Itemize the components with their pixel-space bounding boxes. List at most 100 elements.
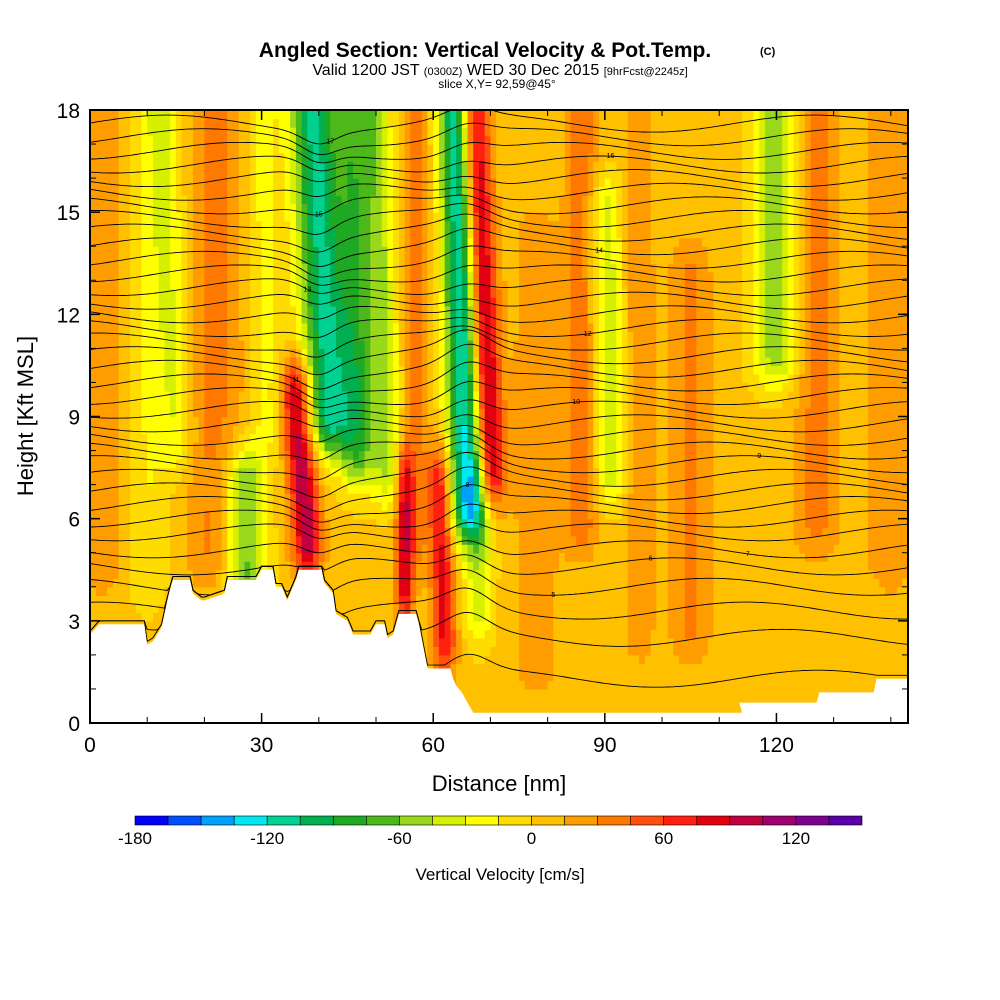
velocity-cell [421,425,429,435]
velocity-cell [158,305,165,315]
velocity-cell [433,484,440,494]
velocity-cell [112,450,120,460]
velocity-cell [381,144,389,154]
velocity-cell [124,544,131,554]
velocity-cell [393,203,400,213]
velocity-cell [273,186,280,196]
velocity-cell [124,356,131,367]
velocity-cell [187,527,194,537]
velocity-cell [198,518,206,528]
velocity-cell [353,280,360,290]
velocity-cell [244,390,251,401]
velocity-cell [353,493,360,503]
velocity-cell [198,433,206,443]
velocity-cell [158,586,165,596]
velocity-cell [181,161,188,171]
velocity-cell [255,459,263,469]
velocity-cell [433,373,440,384]
velocity-cell [170,356,177,367]
velocity-cell [187,135,194,145]
velocity-cell [181,501,188,511]
velocity-cell [221,450,228,460]
velocity-cell [358,118,366,128]
velocity-cell [444,195,451,205]
velocity-cell [335,442,343,452]
velocity-cell [438,195,446,205]
velocity-cell [410,416,417,426]
velocity-cell [221,561,228,571]
velocity-cell [187,229,194,239]
velocity-cell [410,561,417,571]
velocity-cell [364,407,371,418]
velocity-cell [124,450,131,460]
velocity-cell [164,110,171,120]
velocity-cell [290,144,297,154]
velocity-cell [238,263,246,273]
velocity-cell [187,569,194,579]
velocity-cell [238,195,246,205]
velocity-cell [393,220,400,230]
velocity-cell [381,425,389,435]
velocity-cell [324,578,331,588]
velocity-cell [335,161,343,171]
velocity-cell [170,501,177,511]
velocity-cell [135,203,143,213]
velocity-cell [204,169,211,179]
velocity-cell [295,442,303,452]
velocity-cell [112,535,120,545]
velocity-cell [95,110,103,120]
velocity-cell [450,348,457,358]
velocity-cell [307,356,314,367]
velocity-cell [101,373,108,384]
velocity-cell [273,373,280,384]
velocity-cell [335,331,343,341]
velocity-cell [318,152,326,162]
velocity-cell [387,288,394,298]
velocity-cell [170,127,177,137]
velocity-cell [255,484,263,494]
velocity-cell [358,535,366,545]
velocity-cell [427,280,434,290]
velocity-cell [347,459,354,469]
velocity-cell [347,569,354,579]
velocity-cell [427,620,434,630]
velocity-cell [313,459,320,469]
velocity-cell [267,442,274,452]
velocity-cell [450,186,457,196]
velocity-cell [95,603,103,613]
velocity-cell [221,407,228,418]
velocity-cell [244,297,251,307]
velocity-cell [410,365,417,375]
velocity-cell [330,161,337,171]
velocity-cell [358,144,366,154]
velocity-cell [341,254,349,264]
velocity-cell [107,212,114,222]
velocity-cell [158,322,165,332]
velocity-cell [318,161,326,171]
velocity-cell [124,382,131,392]
velocity-cell [187,390,194,401]
velocity-cell [341,127,349,137]
velocity-cell [141,152,148,162]
velocity-cell [187,118,194,128]
velocity-cell [107,518,114,528]
velocity-cell [335,212,343,222]
velocity-cell [433,280,440,290]
velocity-cell [433,501,440,511]
velocity-cell [410,263,417,273]
velocity-cell [438,399,446,409]
velocity-cell [433,603,440,613]
velocity-cell [307,484,314,494]
velocity-cell [175,297,183,307]
velocity-cell [107,314,114,324]
velocity-cell [192,561,200,571]
velocity-cell [175,356,183,367]
velocity-cell [376,433,383,443]
velocity-cell [198,203,206,213]
velocity-cell [416,535,423,545]
velocity-cell [158,561,165,571]
velocity-cell [358,544,366,554]
velocity-cell [192,212,200,222]
velocity-cell [124,518,131,528]
velocity-cell [404,322,411,332]
